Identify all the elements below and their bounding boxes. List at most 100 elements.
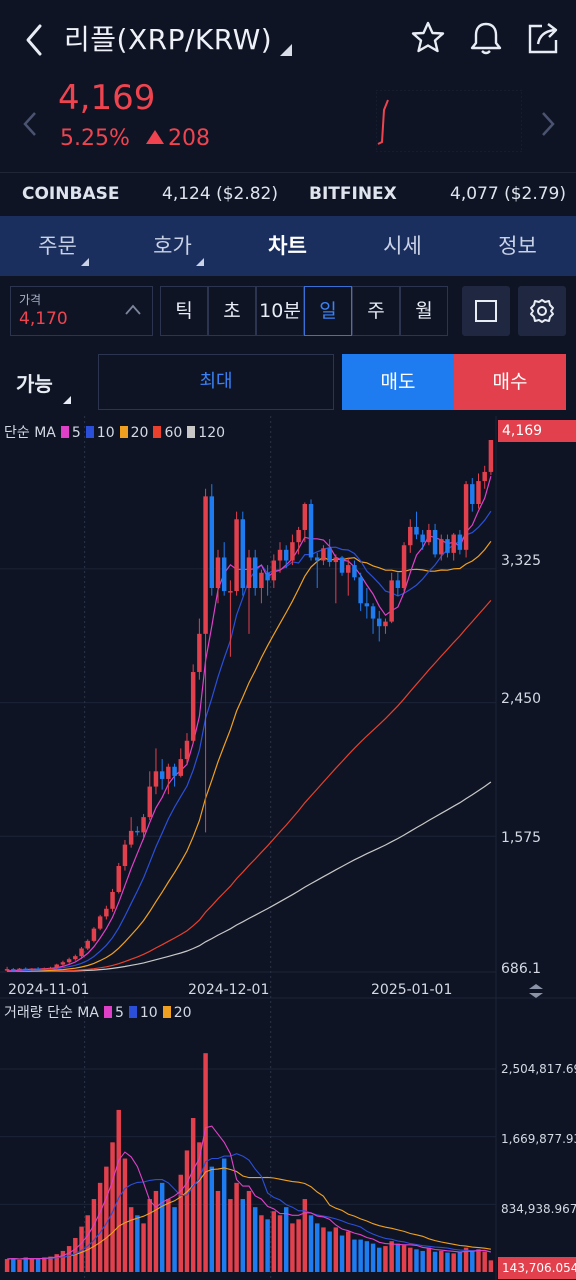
- current-price: 4,169: [58, 78, 156, 118]
- candle-body: [302, 504, 308, 530]
- sell-button[interactable]: 매도: [342, 354, 454, 410]
- candle-body: [79, 948, 84, 957]
- bell-icon[interactable]: [468, 20, 504, 56]
- volume-bar: [470, 1250, 475, 1272]
- title-dropdown-caret-icon[interactable]: [280, 44, 292, 56]
- candle-body: [346, 565, 351, 573]
- period-week[interactable]: 주: [352, 286, 400, 336]
- candle-body: [377, 618, 382, 627]
- volume-bar: [116, 1109, 121, 1272]
- square-icon: [475, 300, 497, 322]
- tab-label: 호가: [153, 234, 192, 258]
- tab-market[interactable]: 시세: [345, 216, 460, 276]
- tab-info[interactable]: 정보: [460, 216, 575, 276]
- volume-bar: [178, 1174, 184, 1272]
- tab-label: 주문: [38, 234, 77, 258]
- volume-bar: [414, 1249, 419, 1272]
- volume-bar: [153, 1190, 159, 1272]
- candle-body: [401, 545, 407, 589]
- candle-body: [4, 969, 10, 971]
- chevron-left-icon[interactable]: [18, 20, 50, 60]
- candle-body: [432, 529, 438, 555]
- candle-body: [314, 557, 320, 561]
- candle-body: [166, 766, 171, 779]
- candlestick-chart[interactable]: 단순 MA 5 10 20 60 120 4,169 3,325 2,450 1,575 …: [0, 416, 576, 1280]
- tab-order[interactable]: 주문: [0, 216, 115, 276]
- exchange-value: 4,077 ($2.79): [450, 184, 567, 204]
- tab-chart[interactable]: 차트: [230, 216, 345, 276]
- candle-body: [54, 964, 59, 968]
- volume-bar: [457, 1251, 463, 1272]
- candle-body: [395, 580, 401, 589]
- chevron-up-icon[interactable]: [124, 303, 142, 317]
- volume-bar: [370, 1243, 376, 1272]
- candle-body: [488, 440, 494, 472]
- candle-body: [135, 830, 140, 833]
- available-selector[interactable]: 가능: [16, 372, 53, 396]
- candle-body: [290, 542, 295, 561]
- candle-body: [221, 557, 227, 592]
- volume-bar: [42, 1257, 47, 1272]
- period-10min[interactable]: 10분: [256, 286, 304, 336]
- chart-canvas[interactable]: [0, 416, 576, 1280]
- candle-body: [352, 565, 357, 578]
- fullscreen-button[interactable]: [462, 286, 510, 336]
- tab-orderbook[interactable]: 호가: [115, 216, 230, 276]
- volume-axis-tick: 834,938.967: [501, 1202, 576, 1216]
- ma60-line: [7, 600, 492, 972]
- volume-bar: [389, 1241, 394, 1272]
- star-icon[interactable]: [410, 20, 446, 56]
- candle-body: [234, 519, 239, 592]
- max-button[interactable]: 최대: [98, 354, 334, 410]
- candle-body: [215, 557, 221, 589]
- period-day[interactable]: 일: [304, 286, 352, 336]
- legend-label: 5: [71, 425, 81, 441]
- candle-body: [197, 633, 202, 673]
- candle-body: [29, 968, 35, 971]
- legend-swatch: [187, 426, 196, 438]
- buy-button[interactable]: 매수: [454, 354, 566, 410]
- volume-ma10-line: [7, 1153, 492, 1260]
- volume-bar: [488, 1260, 494, 1272]
- period-month[interactable]: 월: [400, 286, 448, 336]
- volume-ma5-line: [7, 1125, 492, 1260]
- order-row: 가능 최대 매도 매수: [0, 350, 576, 416]
- volume-bar: [128, 1207, 134, 1272]
- candle-body: [73, 956, 78, 960]
- prev-arrow-icon[interactable]: [22, 110, 38, 138]
- current-volume-marker: 143,706.054: [498, 1257, 576, 1279]
- tab-label: 차트: [268, 234, 307, 258]
- candle-body: [35, 968, 41, 971]
- candle-body: [259, 572, 264, 589]
- volume-ma-legend: 거래량 단순 MA 5 10 20: [4, 1002, 192, 1022]
- candle-body: [252, 557, 258, 589]
- candle-body: [66, 959, 72, 963]
- candle-body: [358, 577, 363, 604]
- volume-bar: [159, 1182, 165, 1272]
- volume-bar: [209, 1166, 215, 1272]
- candle-body: [476, 481, 481, 505]
- candle-body: [60, 962, 66, 965]
- period-second[interactable]: 초: [208, 286, 256, 336]
- available-dropdown-caret-icon[interactable]: [63, 396, 71, 404]
- change-amount-value: 208: [168, 126, 210, 151]
- candle-body: [104, 908, 109, 917]
- candle-body: [240, 519, 246, 589]
- volume-bar: [445, 1252, 450, 1272]
- resize-handle-icon[interactable]: [527, 983, 545, 999]
- y-axis-tick: 686.1: [501, 961, 542, 977]
- legend-prefix: 거래량 단순 MA: [4, 1005, 99, 1021]
- candle-body: [91, 928, 97, 941]
- legend-label: 60: [164, 425, 183, 441]
- volume-bar: [234, 1182, 239, 1272]
- settings-button[interactable]: [518, 286, 566, 336]
- volume-bar: [184, 1150, 190, 1272]
- chart-controls: 가격 4,170 틱 초 10분 일 주 월: [0, 276, 576, 350]
- next-arrow-icon[interactable]: [540, 110, 556, 138]
- volume-bar: [91, 1199, 97, 1272]
- period-tick[interactable]: 틱: [160, 286, 208, 336]
- price-field[interactable]: 가격 4,170: [10, 286, 153, 336]
- volume-axis-tick: 1,669,877.935: [501, 1132, 576, 1146]
- page-title[interactable]: 리플(XRP/KRW): [64, 23, 273, 56]
- share-icon[interactable]: [526, 20, 562, 56]
